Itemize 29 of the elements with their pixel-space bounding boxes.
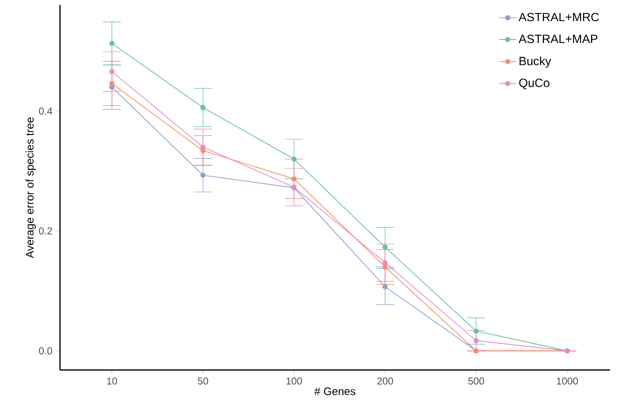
- point: [291, 176, 297, 182]
- point: [474, 338, 479, 344]
- point: [382, 284, 388, 290]
- point: [382, 244, 388, 250]
- x-tick-label: 10: [107, 378, 118, 385]
- point: [474, 328, 479, 334]
- x-tick-label: 200: [377, 378, 394, 385]
- y-tick-label: 0.2: [39, 227, 52, 234]
- y-tick-label: 0.0: [39, 347, 52, 354]
- legend-label: Bucky: [520, 56, 552, 68]
- y-axis-title: Average error of species tree: [26, 117, 36, 258]
- legend-label: ASTRAL+MAP: [518, 34, 598, 44]
- point: [382, 260, 388, 266]
- legend-label: QuCo: [519, 78, 550, 90]
- point: [109, 40, 115, 46]
- point: [382, 264, 388, 270]
- point: [109, 68, 115, 74]
- legend-label: ASTRAL+MRC: [518, 12, 599, 22]
- x-tick-label: 50: [198, 378, 208, 385]
- x-tick-label: 1000: [556, 378, 578, 385]
- x-tick-label: 500: [468, 378, 484, 385]
- point: [200, 104, 206, 110]
- x-tick-label: 100: [286, 378, 302, 385]
- point: [109, 80, 115, 86]
- y-tick-label: 0.4: [39, 108, 52, 115]
- x-axis-title: # Genes: [314, 387, 356, 396]
- point: [200, 144, 206, 150]
- point: [200, 172, 206, 178]
- point: [291, 156, 297, 162]
